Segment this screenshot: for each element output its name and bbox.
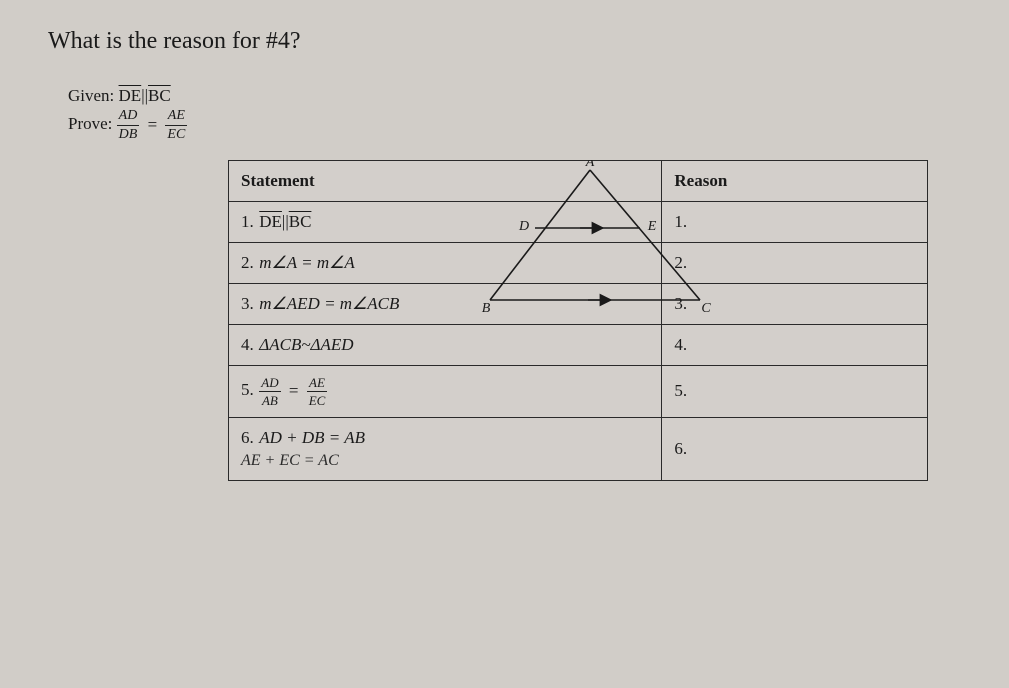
triangle-diagram: A B C D E: [480, 160, 720, 320]
given-value: DE||BC: [119, 86, 171, 105]
frac-den: EC: [165, 126, 187, 142]
frac-num: AE: [165, 109, 187, 126]
row-num: 4.: [241, 335, 255, 355]
prove-line: Prove: AD DB = AE EC: [68, 109, 961, 142]
row-num: 2.: [241, 253, 255, 273]
svg-text:E: E: [647, 219, 657, 234]
equals-sign: =: [144, 112, 162, 138]
reason-cell: 4.: [662, 324, 928, 365]
frac-num: AD: [117, 109, 140, 126]
question-text: What is the reason for #4?: [48, 28, 961, 55]
stmt-cell: 4. ΔACB~ΔAED: [229, 324, 662, 365]
prove-frac-left: AD DB: [117, 109, 140, 142]
stmt-value: m∠AED = m∠ACB: [259, 294, 399, 313]
stmt-frac-right: AE EC: [307, 376, 328, 407]
prove-frac-right: AE EC: [165, 109, 187, 142]
stmt-value: DE||BC: [259, 212, 311, 231]
page: What is the reason for #4? Given: DE||BC…: [0, 0, 1009, 554]
svg-text:C: C: [701, 301, 711, 316]
frac-den: AB: [259, 392, 280, 407]
given-label: Given:: [68, 83, 114, 109]
svg-text:B: B: [482, 301, 491, 316]
row-num: 3.: [241, 294, 255, 314]
stmt-value: AD + DB = AB: [259, 428, 365, 447]
stmt-frac-left: AD AB: [259, 376, 280, 407]
svg-text:A: A: [585, 160, 595, 170]
reason-cell: 6.: [662, 417, 928, 480]
given-line: Given: DE||BC: [68, 83, 961, 109]
svg-text:D: D: [518, 219, 529, 234]
stmt-value: m∠A = m∠A: [259, 253, 354, 272]
row-num: 5.: [241, 380, 255, 400]
reason-cell: 5.: [662, 365, 928, 417]
given-prove-block: Given: DE||BC Prove: AD DB = AE EC: [68, 83, 961, 142]
frac-num: AD: [259, 376, 280, 392]
stmt-value-extra: AE + EC = AC: [241, 452, 649, 470]
frac-den: DB: [117, 126, 140, 142]
table-row: 5. AD AB = AE EC 5.: [229, 365, 928, 417]
prove-label: Prove:: [68, 111, 112, 137]
equals-sign: =: [285, 381, 303, 401]
table-row: 4. ΔACB~ΔAED 4.: [229, 324, 928, 365]
frac-den: EC: [307, 392, 328, 407]
stmt-cell: 6. AD + DB = AB AE + EC = AC: [229, 417, 662, 480]
frac-num: AE: [307, 376, 328, 392]
row-num: 6.: [241, 428, 255, 448]
row-num: 1.: [241, 212, 255, 232]
stmt-value: ΔACB~ΔAED: [259, 335, 353, 354]
table-row: 6. AD + DB = AB AE + EC = AC 6.: [229, 417, 928, 480]
stmt-cell: 5. AD AB = AE EC: [229, 365, 662, 417]
